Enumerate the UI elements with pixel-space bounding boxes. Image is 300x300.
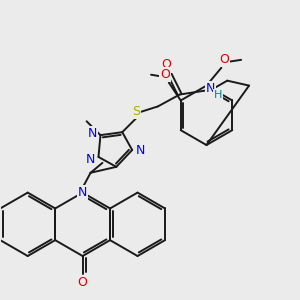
Text: S: S (132, 105, 140, 118)
Text: O: O (161, 58, 171, 71)
Text: N: N (78, 186, 87, 199)
Text: N: N (135, 143, 145, 157)
Text: N: N (206, 82, 215, 95)
Text: O: O (219, 53, 229, 66)
Text: H: H (214, 89, 223, 100)
Text: O: O (78, 276, 88, 289)
Text: N: N (88, 127, 97, 140)
Text: O: O (160, 68, 170, 81)
Text: N: N (86, 153, 95, 167)
